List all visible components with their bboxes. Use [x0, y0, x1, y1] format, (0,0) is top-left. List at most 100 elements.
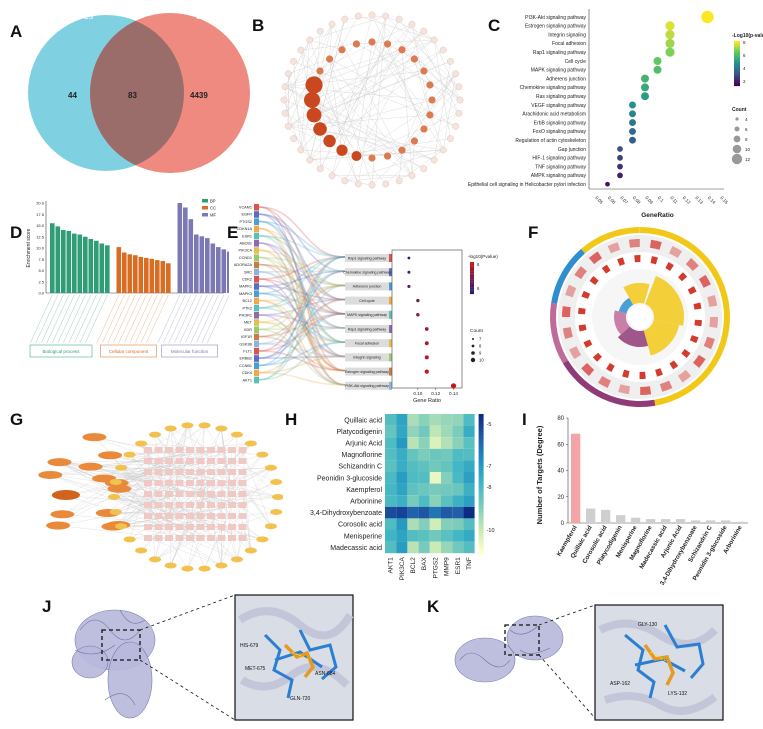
- ppi-node-inner: [426, 81, 434, 89]
- sankey-link: [258, 206, 346, 315]
- circos-track-square: [578, 307, 586, 315]
- kegg-colorbar-segment: [734, 69, 740, 72]
- ppi-node-inner: [304, 92, 320, 108]
- circos-track-bar: [598, 375, 611, 388]
- go-term-label: [79, 294, 102, 344]
- kegg-colorbar-segment: [734, 75, 740, 78]
- sankey-gene-label: ABCB1: [240, 242, 252, 246]
- heatmap-cell: [396, 495, 408, 507]
- sankey-pathway-bar: [389, 325, 392, 333]
- dot-colorbar-segment: [470, 289, 474, 291]
- circos-inner-bar: [645, 275, 684, 326]
- sankey-pathway-node: [345, 381, 389, 390]
- network-target-node: [186, 524, 194, 530]
- sankey-gene-node: [254, 326, 259, 333]
- go-term-label: [157, 294, 180, 344]
- sankey-gene-node: [254, 304, 259, 312]
- heatmap-col-label: PIK3CA: [399, 557, 406, 581]
- heatmap-colorbar-segment: [478, 526, 484, 530]
- ppi-node-outer: [447, 135, 454, 142]
- network-edge: [168, 454, 263, 539]
- ppi-node-outer: [290, 135, 297, 142]
- circos-track-bar: [649, 239, 662, 250]
- heatmap-colorbar-segment: [478, 494, 484, 499]
- heatmap-cell: [418, 518, 430, 530]
- heatmap-cell: [418, 448, 430, 461]
- network-target-node: [175, 524, 184, 530]
- sankey-link: [258, 206, 346, 258]
- network-edge: [141, 443, 180, 451]
- network-edge: [221, 537, 233, 566]
- ppi-node-outer: [306, 156, 314, 164]
- network-pathway-node: [164, 562, 177, 569]
- sankey-link: [258, 313, 346, 352]
- ppi-edge: [329, 58, 373, 186]
- go-term-label: [207, 295, 229, 344]
- sankey-link: [258, 256, 346, 272]
- ppi-node-outer: [280, 96, 288, 104]
- ppi-node-outer: [297, 46, 305, 54]
- network-target-node: [238, 469, 247, 475]
- degree-bar: [721, 520, 731, 523]
- heatmap-cell: [463, 483, 475, 496]
- dot-plot-point: [450, 383, 457, 389]
- network-target-node: [165, 535, 173, 541]
- kegg-bubble: [629, 136, 636, 144]
- sankey-link: [258, 249, 346, 343]
- ppi-node-inner: [323, 134, 336, 148]
- sankey-link: [258, 271, 346, 329]
- go-bar: [155, 260, 160, 293]
- ppi-edge: [319, 31, 424, 130]
- circos-inner-bar: [618, 297, 634, 314]
- ppi-edge: [371, 41, 431, 86]
- network-target-node: [217, 469, 226, 475]
- go-y-tick: 7.5: [38, 257, 44, 262]
- go-bar: [66, 230, 72, 293]
- network-pathway-node: [181, 422, 194, 429]
- network-target-node: [186, 502, 194, 508]
- network-edge: [104, 449, 159, 479]
- venn-overlap: [90, 15, 184, 171]
- ppi-node-outer: [395, 15, 403, 23]
- network-edge: [94, 436, 212, 462]
- sankey-link: [258, 298, 346, 316]
- sankey-link: [258, 227, 346, 386]
- kegg-color-tick: 8: [743, 40, 746, 45]
- ppi-node-outer: [439, 46, 447, 54]
- sankey-pathway-bar: [389, 353, 392, 362]
- network-edge: [141, 443, 233, 451]
- kegg-bubble: [653, 65, 662, 74]
- network-edge: [116, 482, 212, 495]
- dot-size-key: [470, 357, 476, 363]
- kegg-x-tick: 0.15: [719, 195, 729, 205]
- sankey-gene-label: AKT1: [243, 378, 253, 382]
- sankey-link: [258, 256, 346, 309]
- sankey-link: [258, 242, 346, 329]
- network-target-node: [228, 480, 236, 486]
- go-term-label: [57, 294, 80, 344]
- go-legend-label: BP: [210, 199, 216, 204]
- network-target-node: [207, 513, 215, 519]
- sankey-link: [258, 350, 346, 372]
- network-target-node: [228, 524, 236, 530]
- ppi-edge: [356, 113, 459, 157]
- dot-size-tick: 10: [479, 358, 484, 363]
- heatmap-colorbar-segment: [478, 459, 484, 464]
- heatmap-colorbar-segment: [478, 491, 484, 495]
- circos-track-square: [678, 272, 688, 282]
- docking-complex-k: GLY-130 ASP-162 LYS-132: [454, 604, 724, 721]
- heatmap-cell: [463, 472, 475, 484]
- kegg-bubble: [641, 83, 649, 92]
- network-target-node: [154, 535, 163, 541]
- kegg-pathway-label: Ras signaling pathway: [536, 94, 587, 100]
- kegg-colorbar-segment: [734, 66, 740, 69]
- heatmap-row-label: Peonidin 3-glucoside: [317, 475, 382, 482]
- circos-track-bar: [581, 362, 595, 376]
- network-target-node: [228, 469, 236, 475]
- heatmap-colorbar-segment: [478, 550, 484, 555]
- kegg-x-tick: 0.13: [694, 195, 704, 205]
- network-edge: [118, 471, 149, 525]
- network-target-node: [144, 469, 152, 475]
- circos-inner-bar: [643, 319, 680, 356]
- network-target-node: [165, 469, 173, 475]
